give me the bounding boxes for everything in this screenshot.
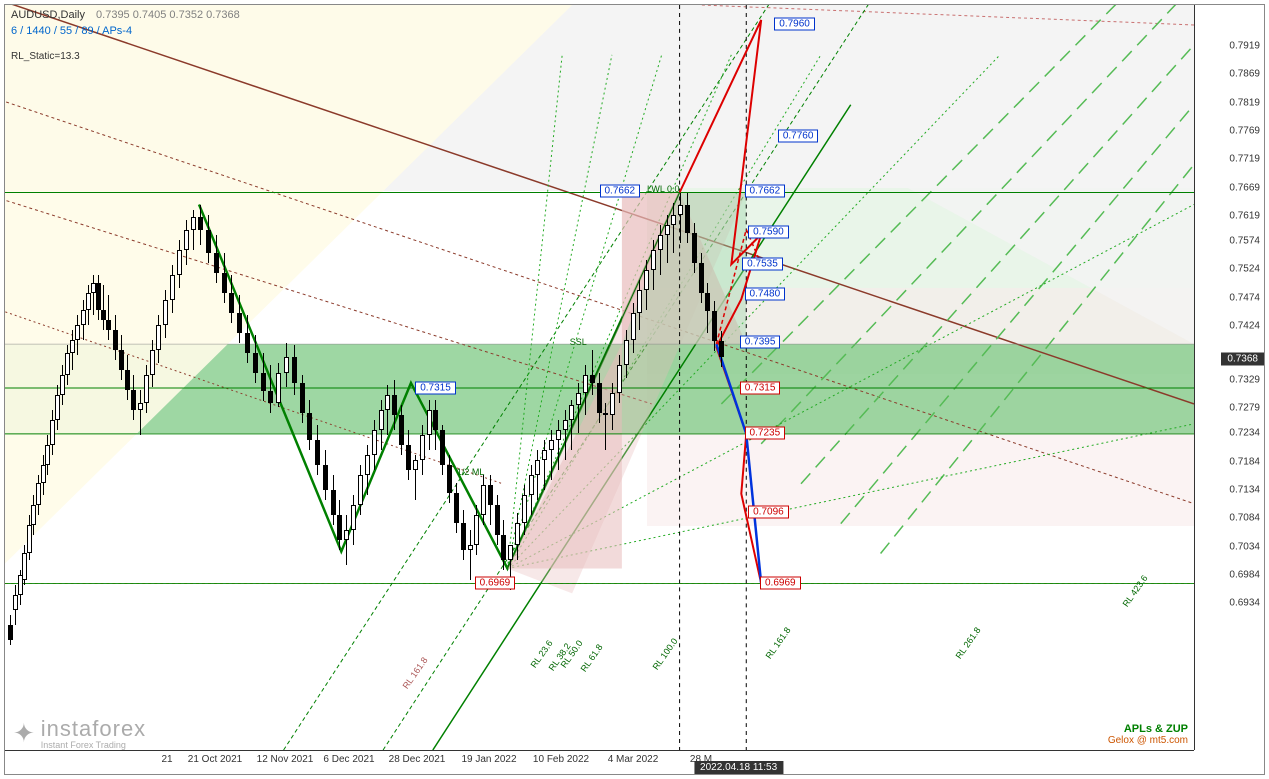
y-tick: 0.7184 [1229, 456, 1260, 467]
y-tick: 0.7329 [1229, 374, 1260, 385]
price-level-label: 0.7096 [748, 505, 789, 518]
current-price-badge: 0.7368 [1221, 352, 1264, 365]
x-tick: 19 Jan 2022 [461, 754, 516, 765]
x-tick: 12 Nov 2021 [257, 754, 314, 765]
ohlc-values: 0.7395 0.7405 0.7352 0.7368 [96, 9, 240, 21]
x-axis: 21 21 Oct 2021 12 Nov 2021 6 Dec 2021 28 Dec… [5, 750, 1194, 774]
y-tick: 0.7134 [1229, 484, 1260, 495]
y-tick: 0.6934 [1229, 598, 1260, 609]
price-level-label: 0.7235 [745, 427, 786, 440]
rl-static-label: RL_Static=13.3 [11, 51, 80, 62]
y-tick: 0.7234 [1229, 428, 1260, 439]
x-tick: 21 [161, 754, 172, 765]
annotation-label: LWL 0.0 [647, 184, 680, 194]
y-tick: 0.7819 [1229, 97, 1260, 108]
y-axis: 0.7919 0.7869 0.7819 0.7769 0.7719 0.7669 0.76… [1194, 5, 1264, 750]
price-level-label: 0.7315 [415, 381, 456, 394]
price-level-label: 0.7395 [740, 336, 781, 349]
price-level-label: 0.6969 [760, 577, 801, 590]
price-level-label: 0.6969 [475, 577, 516, 590]
y-tick: 0.7474 [1229, 292, 1260, 303]
y-tick: 0.6984 [1229, 569, 1260, 580]
y-tick: 0.7719 [1229, 154, 1260, 165]
params-label: 6 / 1440 / 55 / 89 / APs-4 [11, 25, 132, 37]
signature-line1: APLs & ZUP [1108, 723, 1188, 735]
logo-text: instaforex [41, 716, 146, 742]
y-tick: 0.7869 [1229, 69, 1260, 80]
annotation-label: SSL [570, 337, 587, 347]
chart-header: AUDUSD,Daily 0.7395 0.7405 0.7352 0.7368 [11, 9, 240, 21]
symbol-label: AUDUSD,Daily [11, 9, 85, 21]
chart-signature: APLs & ZUP Gelox @ mt5.com [1108, 723, 1188, 746]
y-tick: 0.7424 [1229, 321, 1260, 332]
x-tick: 21 Oct 2021 [188, 754, 242, 765]
y-tick: 0.7524 [1229, 264, 1260, 275]
price-level-label: 0.7535 [742, 257, 783, 270]
price-level-label: 0.7315 [740, 381, 781, 394]
price-level-label: 0.7760 [778, 130, 819, 143]
x-tick: 6 Dec 2021 [323, 754, 374, 765]
y-tick: 0.7619 [1229, 210, 1260, 221]
price-level-label: 0.7662 [745, 185, 786, 198]
x-tick: 28 Dec 2021 [389, 754, 446, 765]
signature-line2: Gelox @ mt5.com [1108, 735, 1188, 746]
price-level-label: 0.7960 [774, 17, 815, 30]
annotation-label: 1/2 ML [457, 467, 485, 477]
y-tick: 0.7669 [1229, 182, 1260, 193]
price-level-label: 0.7480 [745, 288, 786, 301]
y-tick: 0.7574 [1229, 236, 1260, 247]
x-tick: 4 Mar 2022 [608, 754, 659, 765]
y-tick: 0.7919 [1229, 40, 1260, 51]
x-tick: 10 Feb 2022 [533, 754, 589, 765]
price-level-label: 0.7590 [748, 226, 789, 239]
compass-icon: ✦ [13, 718, 35, 749]
chart-frame: 0.7960 0.7760 0.7662 0.7662 0.7590 0.7535 0.74… [4, 4, 1265, 775]
y-tick: 0.7084 [1229, 513, 1260, 524]
price-level-label: 0.7662 [600, 185, 641, 198]
y-tick: 0.7034 [1229, 541, 1260, 552]
y-tick: 0.7279 [1229, 403, 1260, 414]
timestamp-badge: 2022.04.18 11:53 [694, 761, 783, 774]
y-tick: 0.7769 [1229, 125, 1260, 136]
broker-logo: ✦ instaforex Instant Forex Trading [13, 716, 146, 750]
chart-plot-area[interactable]: 0.7960 0.7760 0.7662 0.7662 0.7590 0.7535 0.74… [5, 5, 1194, 750]
